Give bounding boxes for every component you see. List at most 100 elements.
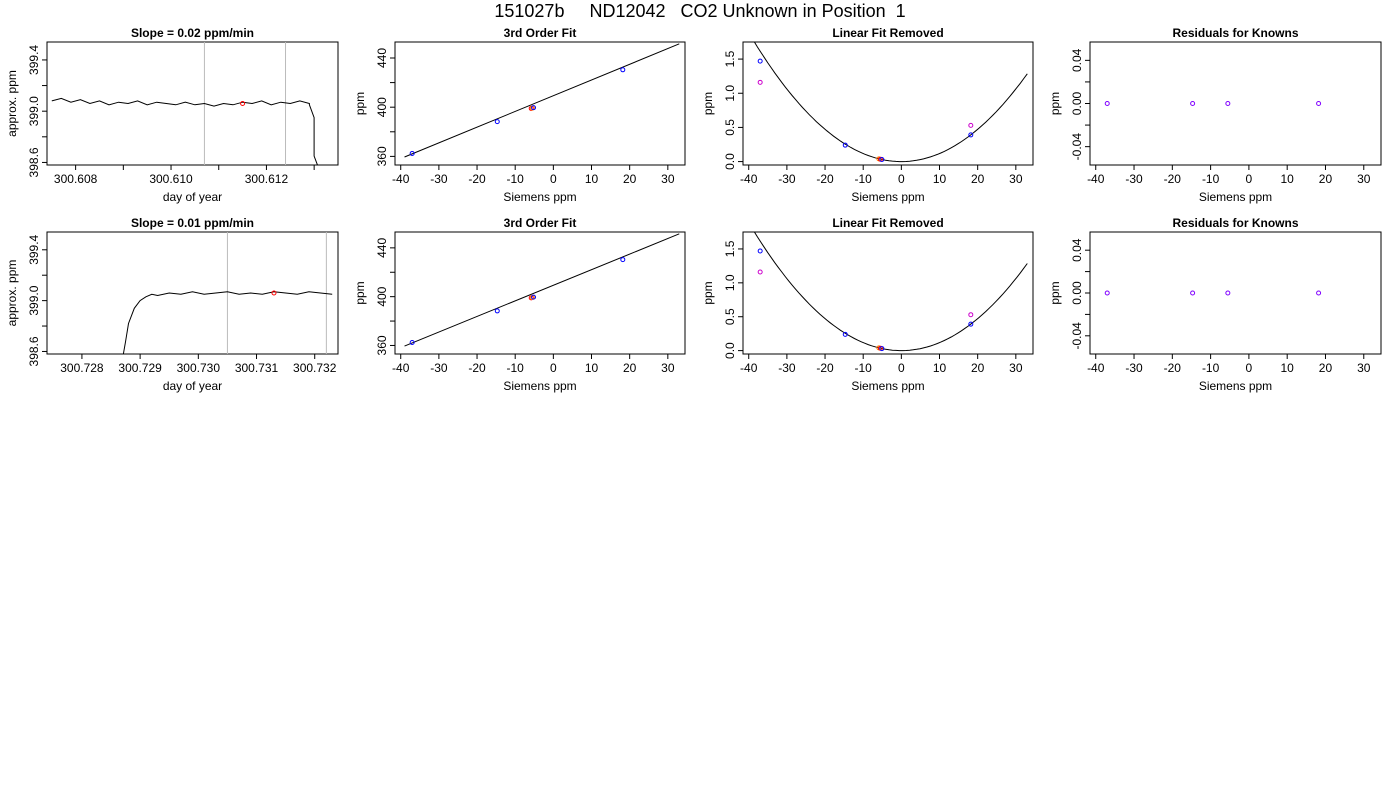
y-tick-label: 400 (375, 97, 389, 117)
x-tick-label: 300.731 (235, 361, 279, 375)
plot-frame (1089, 41, 1382, 166)
plot-area (753, 232, 1028, 352)
data-point (757, 248, 763, 254)
y-axis-label: approx. ppm (5, 260, 19, 327)
y-tick-label: 0.04 (1070, 238, 1084, 262)
x-axis-label: Siemens ppm (1199, 379, 1272, 393)
y-axis-label: approx. ppm (5, 70, 19, 137)
data-point (757, 79, 763, 85)
chart-title: Linear Fit Removed (832, 26, 943, 40)
x-tick-label: 300.728 (60, 361, 104, 375)
x-axis-label: Siemens ppm (851, 379, 924, 393)
x-tick-label: 0 (898, 361, 905, 375)
fit-line (404, 233, 680, 347)
x-tick-label: 30 (1009, 361, 1023, 375)
y-tick-label: 400 (375, 286, 389, 306)
chart-title: Linear Fit Removed (832, 216, 943, 230)
x-tick-label: -30 (430, 172, 448, 186)
x-tick-label: 300.732 (293, 361, 337, 375)
plot-area (404, 43, 680, 158)
x-tick-label: -20 (816, 172, 834, 186)
y-axis-label: ppm (1048, 281, 1062, 304)
x-tick-label: -20 (816, 361, 834, 375)
chart-panel-5: Slope = 0.01 ppm/min 300.728 300.729 300.73… (5, 216, 339, 393)
plot-area (1104, 101, 1322, 106)
chart-panel-2: 3rd Order Fit -40 -30 -20 -10 0 10 20 30 360 400 44… (353, 26, 686, 204)
data-point (620, 257, 626, 263)
x-tick-label: 20 (1319, 361, 1333, 375)
data-point (757, 269, 763, 275)
plot-area (404, 233, 680, 347)
plot-frame (742, 231, 1034, 355)
data-point (1104, 101, 1110, 106)
plot-frame (46, 231, 339, 355)
x-tick-label: -40 (740, 361, 758, 375)
x-tick-label: 300.612 (245, 172, 289, 186)
x-tick-label: 30 (1357, 361, 1371, 375)
series-line (51, 97, 319, 165)
x-tick-label: 300.729 (118, 361, 162, 375)
y-tick-label: 1.5 (723, 50, 737, 67)
x-tick-label: -10 (855, 361, 873, 375)
x-axis-label: Siemens ppm (503, 190, 576, 204)
x-tick-label: -30 (778, 172, 796, 186)
y-tick-label: 399.4 (27, 234, 41, 264)
y-tick-label: 0.5 (723, 119, 737, 136)
x-tick-label: 10 (933, 361, 947, 375)
chart-title: Slope = 0.02 ppm/min (131, 26, 254, 40)
data-point (1104, 290, 1110, 296)
plot-frame (394, 231, 686, 355)
x-tick-label: 10 (585, 361, 599, 375)
plot-frame (1089, 231, 1382, 355)
chart-title: 3rd Order Fit (504, 26, 577, 40)
x-tick-label: 10 (585, 172, 599, 186)
plot-frame (46, 41, 339, 166)
x-tick-label: -40 (392, 172, 410, 186)
data-point (531, 294, 537, 300)
data-point (620, 67, 626, 73)
x-tick-label: 0 (1246, 361, 1253, 375)
x-tick-label: -30 (778, 361, 796, 375)
x-tick-label: 20 (971, 361, 985, 375)
y-axis-label: ppm (353, 92, 367, 115)
x-axis-label: Siemens ppm (503, 379, 576, 393)
plot-area (1104, 290, 1322, 296)
data-point (494, 119, 500, 125)
chart-panel-8: Residuals for Knowns -40 -30 -20 -10 0 10 20 30 -… (1048, 216, 1382, 393)
x-tick-label: 0 (1246, 172, 1253, 186)
data-point (842, 142, 848, 148)
data-point (1316, 101, 1322, 106)
plot-frame (742, 41, 1034, 166)
data-point (409, 150, 415, 156)
x-tick-label: -20 (1164, 361, 1182, 375)
chart-panel-3: Linear Fit Removed -40 -30 -20 -10 0 10 20 30 0.0… (701, 26, 1034, 204)
y-tick-label: 360 (375, 335, 389, 355)
x-axis-label: day of year (163, 379, 222, 393)
y-tick-label: 0.0 (723, 153, 737, 170)
data-point (1225, 290, 1231, 296)
y-tick-label: 398.6 (27, 147, 41, 177)
data-point (968, 321, 974, 327)
y-tick-label: 0.5 (723, 308, 737, 325)
x-axis-label: Siemens ppm (851, 190, 924, 204)
x-tick-label: -40 (740, 172, 758, 186)
x-tick-label: -20 (1164, 172, 1182, 186)
x-tick-label: 10 (933, 172, 947, 186)
chart-panel-1: Slope = 0.02 ppm/min 300.608 300.610 300.61… (5, 26, 339, 204)
x-tick-label: 0 (898, 172, 905, 186)
data-point (968, 312, 974, 318)
x-tick-label: 30 (661, 172, 675, 186)
x-tick-label: 20 (1319, 172, 1333, 186)
data-point (240, 101, 246, 106)
x-tick-label: -10 (507, 172, 525, 186)
chart-title: Slope = 0.01 ppm/min (131, 216, 254, 230)
data-point (531, 105, 537, 111)
y-tick-label: 440 (375, 48, 389, 68)
x-tick-label: 30 (1009, 172, 1023, 186)
x-tick-label: -40 (392, 361, 410, 375)
fit-curve (753, 232, 1028, 352)
y-tick-label: 399.0 (27, 96, 41, 126)
y-tick-label: 0.00 (1070, 91, 1084, 115)
fit-line (404, 43, 680, 158)
